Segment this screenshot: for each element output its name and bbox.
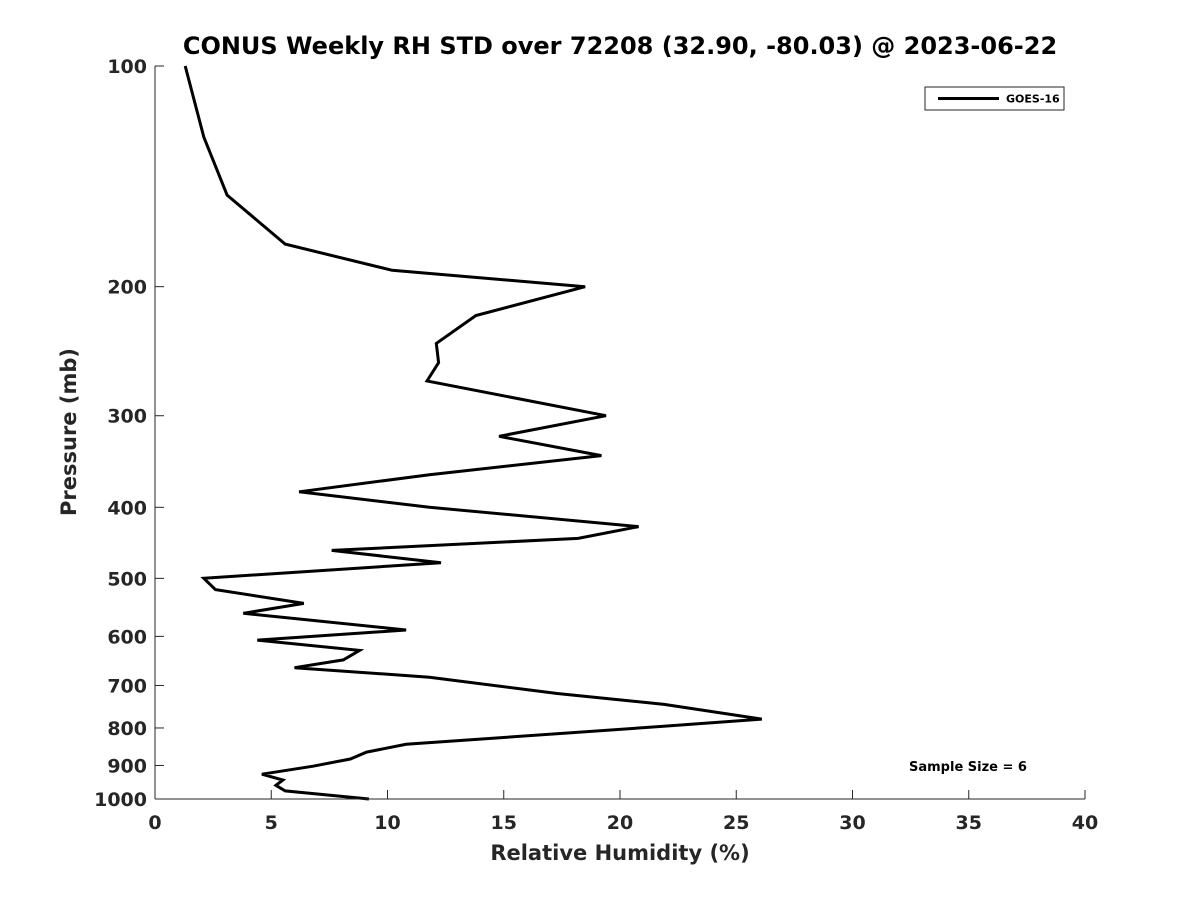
- legend: GOES-16: [924, 86, 1065, 111]
- y-tick-label: 100: [107, 56, 147, 78]
- y-axis-label: Pressure (mb): [57, 348, 81, 516]
- legend-entry-goes-16: GOES-16: [1006, 93, 1060, 106]
- y-tick-label: 900: [107, 755, 147, 777]
- x-tick-label: 40: [1072, 812, 1098, 834]
- y-tick-label: 400: [107, 497, 147, 519]
- series-line-goes-16: [183, 65, 763, 801]
- y-tick-label: 200: [107, 277, 147, 299]
- plot-area: [183, 65, 763, 801]
- x-tick-label: 30: [839, 812, 865, 834]
- sample-size-annotation: Sample Size = 6: [909, 760, 1027, 775]
- y-tick-label: 300: [107, 406, 147, 428]
- chart-title: CONUS Weekly RH STD over 72208 (32.90, -…: [183, 32, 1057, 60]
- x-tick-label: 0: [148, 812, 161, 834]
- x-tick-label: 35: [956, 812, 982, 834]
- y-tick-label: 1000: [94, 789, 147, 811]
- x-ticks: 0 5 10 15 20 25 30 35 40: [148, 790, 1098, 834]
- x-tick-label: 5: [265, 812, 278, 834]
- x-tick-label: 15: [491, 812, 517, 834]
- y-tick-label: 800: [107, 718, 147, 740]
- x-tick-label: 20: [607, 812, 633, 834]
- y-tick-label: 700: [107, 675, 147, 697]
- y-ticks: 100 200 300 400 500 600 700 800 900 1000: [94, 56, 164, 811]
- x-axis-label: Relative Humidity (%): [490, 841, 749, 865]
- y-tick-label: 500: [107, 568, 147, 590]
- x-tick-label: 25: [723, 812, 749, 834]
- x-tick-label: 10: [374, 812, 400, 834]
- y-tick-label: 600: [107, 626, 147, 648]
- axes: [154, 66, 1085, 800]
